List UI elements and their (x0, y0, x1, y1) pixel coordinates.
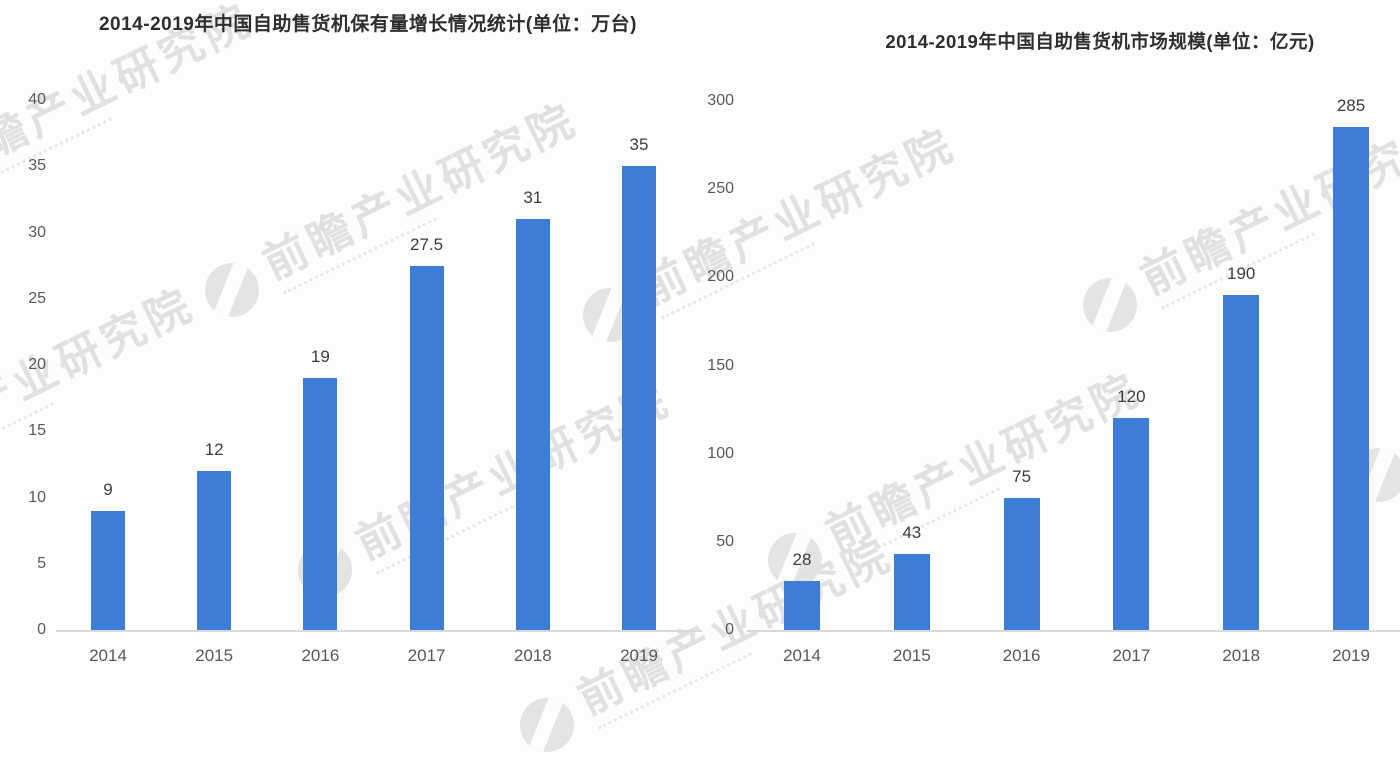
bar (197, 471, 232, 630)
bar-value-label: 27.5 (410, 234, 444, 254)
x-axis-line (747, 630, 1400, 632)
bar-value-label: 43 (902, 523, 922, 543)
right-chart-vending-machine-market-size: 2014-2019年中国自助售货机市场规模(单位：亿元) 0 50 100 150 20… (707, 31, 1400, 665)
x-axis-tick-label: 2014 (89, 646, 127, 665)
y-axis-tick-label: 25 (28, 289, 46, 307)
bar (1333, 127, 1369, 630)
left-chart-title: 2014-2019年中国自助售货机保有量增长情况统计(单位：万台) (98, 14, 638, 35)
right-chart-title: 2014-2019年中国自助售货机市场规模(单位：亿元) (885, 31, 1315, 52)
bar-value-label: 75 (1012, 466, 1032, 486)
y-axis-tick-label: 20 (28, 356, 46, 373)
bar-value-label: 19 (310, 347, 330, 367)
bar-value-label: 12 (204, 440, 224, 459)
bar-value-label: 28 (792, 549, 812, 569)
x-axis-line (56, 630, 702, 632)
bar (91, 510, 125, 630)
y-axis-tick-label: 5 (37, 554, 46, 572)
bar-value-label: 35 (629, 135, 649, 155)
bar (1223, 294, 1260, 630)
y-axis-tick-label: 100 (707, 444, 734, 462)
y-axis-tick-label: 10 (28, 488, 46, 506)
x-axis-tick-label: 2019 (1332, 646, 1370, 665)
x-axis-tick-label: 2016 (1002, 646, 1041, 665)
x-axis-tick-label: 2015 (195, 646, 234, 665)
x-axis-tick-label: 2018 (513, 646, 552, 665)
y-axis-tick-label: 0 (37, 621, 46, 638)
y-axis-tick-label: 35 (28, 157, 46, 175)
bar (784, 580, 820, 630)
bar-value-label: 285 (1336, 96, 1366, 116)
y-axis-tick-label: 250 (707, 180, 734, 198)
y-axis-tick-label: 50 (716, 532, 734, 550)
bar (622, 166, 656, 630)
bar (409, 265, 444, 630)
bar (303, 378, 338, 630)
bar (1003, 497, 1040, 630)
x-axis-tick-label: 2019 (620, 646, 658, 665)
bar (893, 554, 930, 630)
y-axis-tick-label: 15 (28, 422, 46, 440)
y-axis-tick-label: 200 (707, 268, 734, 286)
y-axis-tick-label: 30 (28, 223, 46, 241)
x-axis-tick-label: 2016 (301, 646, 340, 665)
x-axis-tick-label: 2015 (892, 646, 931, 665)
left-chart-vending-machine-holdings: 2014-2019年中国自助售货机保有量增长情况统计(单位：万台) 0 5 10 15… (28, 14, 702, 665)
bar-value-label: 9 (103, 479, 113, 499)
bar-value-label: 120 (1117, 387, 1146, 407)
bar (515, 219, 550, 630)
x-axis-tick-label: 2017 (1112, 646, 1151, 665)
x-axis-tick-label: 2014 (783, 646, 821, 665)
bar-value-label: 190 (1227, 263, 1256, 283)
y-axis-tick-label: 150 (707, 356, 734, 374)
x-axis-tick-label: 2018 (1222, 646, 1261, 665)
bar-value-label: 31 (523, 188, 543, 208)
y-axis-tick-label: 40 (28, 91, 46, 108)
x-axis-tick-label: 2017 (407, 646, 446, 665)
y-axis-tick-label: 300 (707, 92, 734, 109)
y-axis-tick-label: 0 (725, 621, 734, 638)
bar (1113, 418, 1150, 630)
